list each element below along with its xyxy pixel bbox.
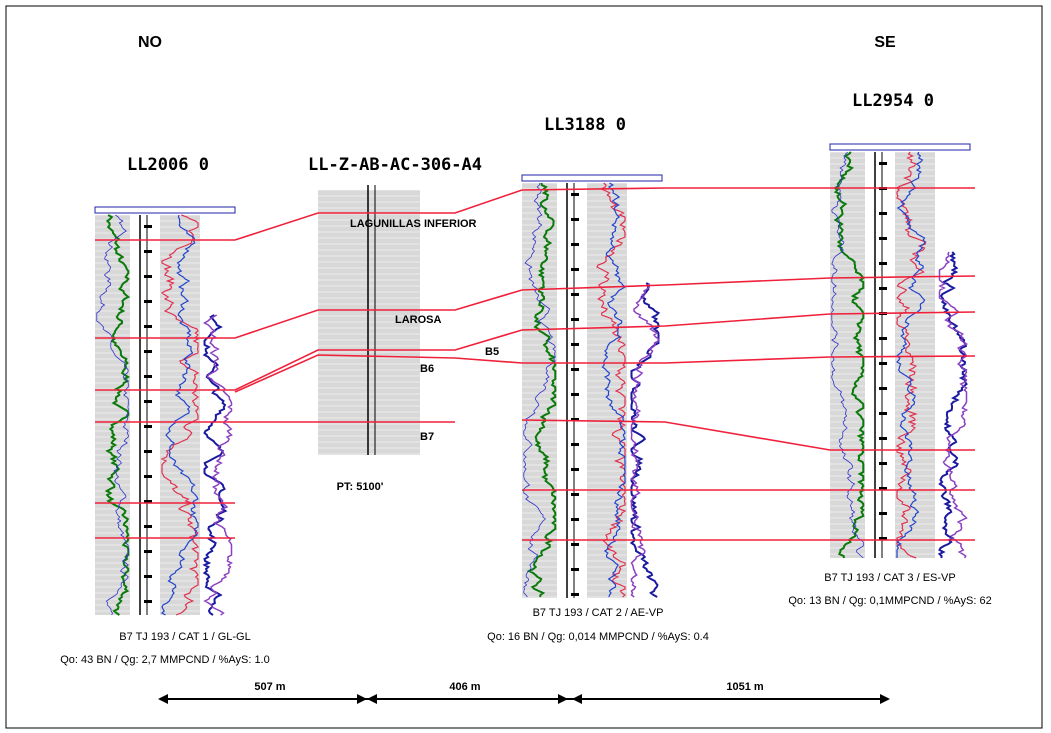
depth-tick <box>571 518 579 521</box>
depth-tick <box>144 425 152 428</box>
depth-tick <box>144 325 152 328</box>
depth-tick <box>571 568 579 571</box>
depth-tick <box>144 225 152 228</box>
depth-tick <box>571 243 579 246</box>
log-curve <box>938 251 969 559</box>
header-band <box>521 174 663 182</box>
depth-tick <box>879 512 887 515</box>
depth-tick <box>879 162 887 165</box>
log-curve <box>630 282 660 598</box>
depth-tick <box>571 268 579 271</box>
marker-label: B6 <box>420 363 434 375</box>
depth-tick <box>571 593 579 596</box>
depth-tick <box>144 550 152 553</box>
depth-tick <box>879 437 887 440</box>
depth-tick <box>144 475 152 478</box>
log-track <box>895 152 935 558</box>
depth-tick <box>879 462 887 465</box>
well-name: LL3188 0 <box>544 115 626 135</box>
marker-label: B5 <box>485 346 499 358</box>
depth-tick <box>879 212 887 215</box>
depth-tick <box>144 450 152 453</box>
depth-tick <box>144 600 152 603</box>
depth-tick <box>144 575 152 578</box>
direction-left: NO <box>138 34 162 51</box>
correlation-line <box>95 311 976 391</box>
depth-tick <box>144 300 152 303</box>
depth-tick <box>879 387 887 390</box>
direction-right: SE <box>874 34 896 51</box>
depth-tick <box>879 487 887 490</box>
depth-tick <box>879 412 887 415</box>
depth-tick <box>144 525 152 528</box>
log-curve <box>160 214 199 616</box>
depth-tick <box>144 275 152 278</box>
depth-tick <box>879 287 887 290</box>
depth-tick <box>571 468 579 471</box>
correlation-line <box>95 187 975 241</box>
depth-tick <box>571 318 579 321</box>
distance-label: 507 m <box>254 681 285 693</box>
well-name: LL-Z-AB-AC-306-A4 <box>308 155 482 175</box>
marker-label: LAGUNILLAS INFERIOR <box>350 218 477 230</box>
depth-tick <box>571 393 579 396</box>
depth-tick <box>571 193 579 196</box>
marker-label: B7 <box>420 431 434 443</box>
depth-tick <box>571 493 579 496</box>
well-info: Qo: 43 BN / Qg: 2,7 MMPCND / %AyS: 1.0 <box>60 654 269 666</box>
depth-tick <box>571 293 579 296</box>
well-info: Qo: 16 BN / Qg: 0,014 MMPCND / %AyS: 0.4 <box>487 631 709 643</box>
well-name: LL2006 0 <box>127 155 209 175</box>
marker-label: LAROSA <box>395 314 442 326</box>
distance-label: 406 m <box>449 681 480 693</box>
log-curve <box>202 314 228 616</box>
log-curve <box>96 214 130 616</box>
depth-tick <box>571 218 579 221</box>
depth-tick <box>144 400 152 403</box>
well-info: Qo: 13 BN / Qg: 0,1MMPCND / %AyS: 62 <box>788 595 991 607</box>
total-depth: PT: 5100' <box>337 481 384 493</box>
depth-tick <box>144 500 152 503</box>
log-curve <box>596 182 627 598</box>
correlation-lines <box>95 187 976 541</box>
depth-tick <box>879 537 887 540</box>
depth-tick <box>571 418 579 421</box>
log-curve <box>937 251 968 559</box>
depth-tick <box>879 237 887 240</box>
well-info: B7 TJ 193 / CAT 1 / GL-GL <box>119 631 250 643</box>
depth-tick <box>571 343 579 346</box>
log-curve <box>160 214 200 616</box>
log-curve <box>601 182 627 598</box>
depth-tick <box>571 443 579 446</box>
log-curve <box>526 182 557 598</box>
well-info: B7 TJ 193 / CAT 2 / AE-VP <box>533 607 664 619</box>
well-info: B7 TJ 193 / CAT 3 / ES-VP <box>824 572 955 584</box>
distance-label: 1051 m <box>726 681 764 693</box>
log-curve <box>202 314 233 616</box>
depth-tick <box>879 362 887 365</box>
log-curve <box>523 182 556 598</box>
well-logs <box>94 143 971 616</box>
well-name: LL2954 0 <box>852 91 934 111</box>
log-track <box>318 190 420 455</box>
depth-tick <box>144 350 152 353</box>
depth-tick <box>571 543 579 546</box>
correlation-line <box>95 275 976 339</box>
correlation-line <box>234 354 976 393</box>
log-track <box>522 183 557 598</box>
header-band <box>829 143 971 151</box>
depth-tick <box>571 368 579 371</box>
depth-tick <box>144 250 152 253</box>
correlation-line <box>521 419 975 451</box>
header-band <box>94 206 236 214</box>
depth-tick <box>879 337 887 340</box>
depth-tick <box>144 375 152 378</box>
log-curve <box>629 282 661 598</box>
depth-tick <box>879 262 887 265</box>
